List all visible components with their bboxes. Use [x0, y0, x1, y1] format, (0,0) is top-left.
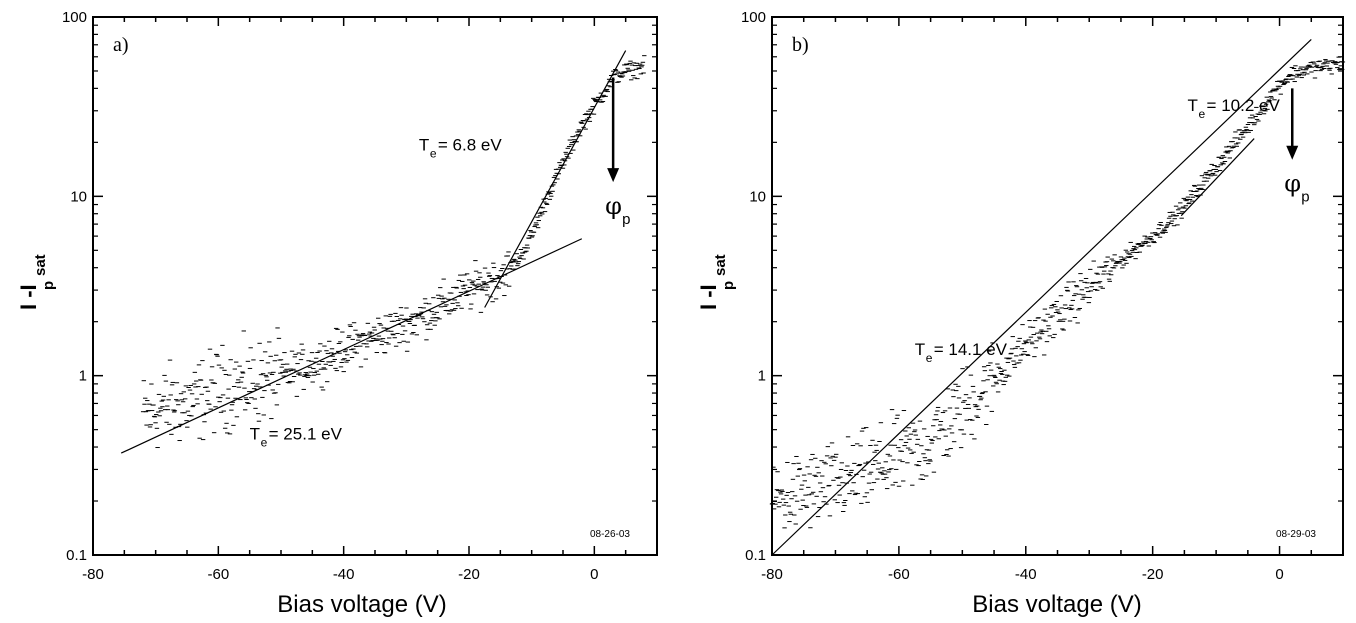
fit-annotation-symbol: T — [250, 425, 260, 444]
x-tick-label: -80 — [82, 566, 104, 583]
fit-annotation-subscript: e — [430, 147, 437, 161]
y-tick-label: 100 — [741, 9, 766, 26]
fit-line — [771, 38, 1312, 556]
x-tick-label: -80 — [761, 566, 783, 583]
fit-line — [120, 238, 583, 454]
y-axis-title: I -I p sat — [696, 254, 737, 310]
x-tick-label: -60 — [888, 566, 910, 583]
chart-panel-b: -80 -60 -40 -20 0 0.1 1 10 100 Bias voltage (V) I … — [696, 9, 1346, 618]
fit-annotation-symbol: T — [915, 340, 925, 359]
y-tick-label: 1 — [79, 368, 87, 385]
phi-label: φ — [605, 192, 622, 220]
chart-panel-a: -80 -60 -40 -20 0 0.1 1 10 100 Bias voltage (V) I … — [16, 9, 658, 618]
x-tick-label: -60 — [207, 566, 229, 583]
x-axis-title: Bias voltage (V) — [277, 591, 446, 618]
fit-annotation-value: = 14.1 eV — [934, 340, 1008, 359]
x-tick-label: -40 — [333, 566, 355, 583]
panel-label: a) — [113, 34, 129, 56]
x-tick-label: -40 — [1015, 566, 1037, 583]
y-axis-title-sub-p: p — [40, 281, 57, 290]
x-tick-label: 0 — [1275, 566, 1283, 583]
x-axis-title: Bias voltage (V) — [972, 591, 1141, 618]
fit-annotation-subscript: e — [261, 436, 268, 450]
y-axis-title-main: I -I — [16, 284, 41, 310]
y-tick-label: 10 — [749, 188, 766, 205]
y-axis-title-sub-sat: sat — [32, 254, 49, 276]
data-points — [769, 56, 1346, 529]
fit-line — [484, 50, 627, 308]
date-stamp: 08-26-03 — [590, 529, 630, 540]
y-tick-label: 100 — [62, 9, 87, 26]
fit-annotation-subscript: e — [1199, 107, 1206, 121]
data-points — [140, 55, 647, 449]
y-tick-label: 0.1 — [66, 547, 87, 564]
y-axis-title-main: I -I — [696, 284, 721, 310]
plot-frame — [92, 16, 658, 556]
y-axis-title-sub-p: p — [720, 281, 737, 290]
fit-annotation-subscript: e — [926, 351, 933, 365]
phi-label: φ — [1284, 170, 1301, 198]
fit-annotation-value: = 25.1 eV — [269, 425, 343, 444]
phi-subscript: p — [1301, 189, 1309, 206]
x-tick-label: 0 — [590, 566, 598, 583]
y-tick-label: 10 — [70, 188, 87, 205]
x-tick-label: -20 — [1142, 566, 1164, 583]
y-tick-label: 1 — [758, 368, 766, 385]
y-axis-title-sub-sat: sat — [712, 254, 729, 276]
panel-label: b) — [792, 34, 809, 56]
y-axis-title: I -I p sat — [16, 254, 57, 310]
fit-annotation-value: = 10.2 eV — [1207, 96, 1281, 115]
fit-line — [1180, 138, 1255, 217]
fit-annotation-symbol: T — [419, 136, 429, 155]
date-stamp: 08-29-03 — [1276, 529, 1316, 540]
x-tick-label: -20 — [458, 566, 480, 583]
y-tick-label: 0.1 — [745, 547, 766, 564]
fit-annotation-value: = 6.8 eV — [438, 136, 502, 155]
arrow-head-icon — [1286, 145, 1299, 160]
fit-annotation-symbol: T — [1188, 96, 1198, 115]
arrow-head-icon — [607, 168, 620, 183]
phi-subscript: p — [622, 211, 630, 228]
